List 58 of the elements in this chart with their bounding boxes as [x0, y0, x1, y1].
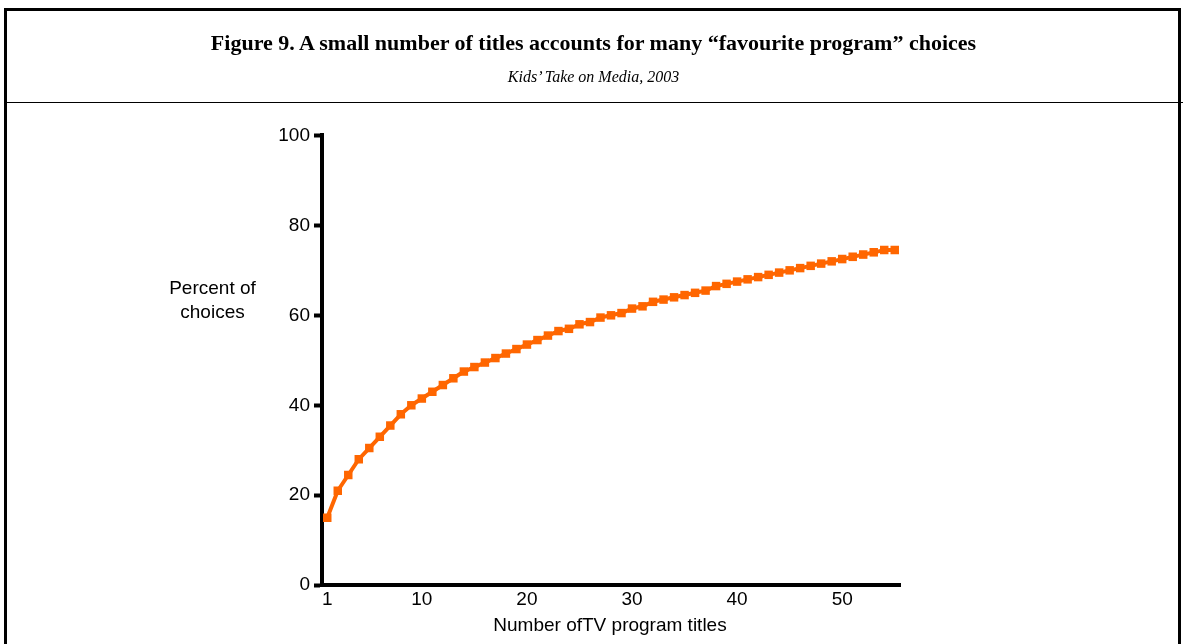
point [575, 320, 584, 329]
point [743, 275, 752, 284]
point [858, 250, 868, 259]
point [396, 410, 406, 419]
point [869, 248, 878, 257]
chart-subtitle: Kids’ Take on Media, 2003 [506, 68, 681, 86]
chart-title: Figure 9. A small number of titles accounts for many “favourite program” choices [209, 30, 978, 56]
point [333, 486, 343, 495]
point [480, 358, 490, 367]
point [417, 394, 427, 403]
point [680, 290, 689, 300]
point [501, 349, 511, 358]
y-axis-title: Percent of choices [168, 276, 257, 324]
x-tick-label: 50 [831, 587, 853, 609]
point [407, 401, 416, 410]
y-tick-label: 100 [278, 123, 310, 145]
point [428, 387, 437, 397]
x-tick-label: 40 [726, 587, 748, 609]
x-tick-label: 10 [411, 587, 433, 609]
x-tick-label: 1 [321, 587, 333, 609]
point [323, 513, 332, 522]
y-tick-label: 80 [288, 213, 310, 235]
x-axis-title: Number ofTV program titles [492, 614, 728, 636]
point [764, 270, 773, 280]
y-tick-label: 60 [288, 303, 310, 325]
point [533, 335, 542, 345]
point [848, 252, 857, 262]
point [596, 313, 605, 322]
point [774, 268, 784, 277]
point [669, 293, 679, 302]
point [449, 374, 458, 383]
point [806, 261, 815, 271]
point [732, 277, 742, 286]
x-tick-label: 30 [621, 587, 643, 609]
point [627, 304, 637, 313]
point [344, 470, 353, 480]
point [606, 311, 616, 320]
point [470, 362, 479, 372]
point [617, 308, 626, 318]
point [459, 367, 469, 376]
point [543, 331, 553, 340]
point [785, 266, 794, 275]
point [816, 259, 826, 268]
point [722, 279, 731, 289]
point [386, 421, 395, 430]
point [522, 340, 532, 349]
point [659, 295, 668, 304]
y-tick-label: 40 [288, 393, 310, 415]
x-tick-label: 20 [516, 587, 538, 609]
y-tick-label: 0 [299, 573, 310, 595]
point [701, 286, 710, 295]
point [554, 326, 563, 336]
y-tick-label: 20 [288, 483, 310, 505]
point [491, 353, 500, 363]
point [365, 443, 374, 453]
point [512, 344, 521, 354]
point [638, 302, 647, 311]
point [827, 257, 836, 266]
